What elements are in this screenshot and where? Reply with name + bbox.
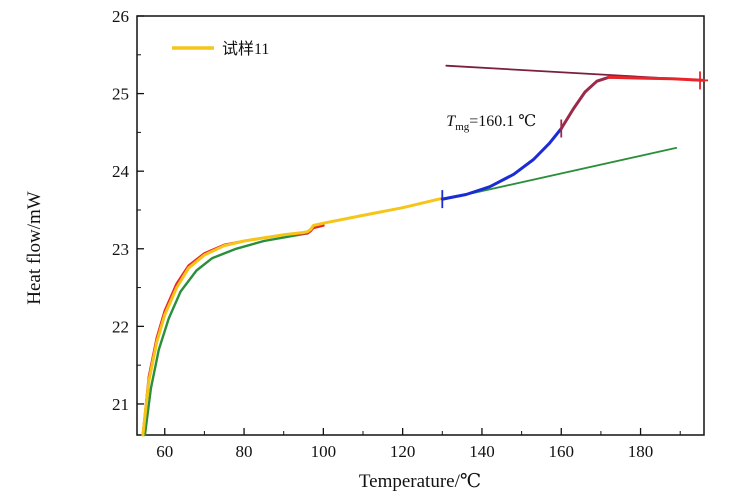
y-tick-label: 25 bbox=[112, 85, 129, 104]
tmg-symbol: T bbox=[446, 113, 456, 130]
upper-transition-curve bbox=[559, 75, 627, 130]
markers bbox=[441, 71, 709, 209]
y-tick-label: 24 bbox=[112, 162, 130, 181]
x-tick-label: 120 bbox=[390, 442, 416, 461]
tmg-subscript: mg bbox=[455, 121, 470, 133]
x-tick-label: 160 bbox=[549, 442, 575, 461]
tmg-value: =160.1 ℃ bbox=[469, 113, 536, 130]
y-axis-title: Heat flow/mW bbox=[24, 191, 45, 305]
x-axis-title: Temperature/℃ bbox=[359, 471, 481, 492]
axis-ticks: 60 80 100 120 140 160 180 21 22 23 24 25 26 bbox=[112, 7, 681, 461]
y-tick-label: 22 bbox=[112, 317, 129, 336]
x-tick-label: 180 bbox=[628, 442, 654, 461]
y-tick-label: 26 bbox=[112, 7, 129, 26]
x-tick-label: 80 bbox=[236, 442, 253, 461]
fitted-curve bbox=[141, 224, 325, 437]
plot-area bbox=[136, 15, 705, 436]
series-line-sample-11 bbox=[141, 196, 444, 437]
y-tick-label: 23 bbox=[112, 240, 129, 259]
x-tick-label: 60 bbox=[156, 442, 173, 461]
plot-frame bbox=[136, 15, 705, 436]
lower-baseline-line bbox=[441, 147, 678, 201]
tmg-label: Tmg=160.1 ℃ bbox=[446, 113, 536, 133]
x-tick-label: 140 bbox=[469, 442, 495, 461]
y-tick-label: 21 bbox=[112, 395, 129, 414]
tmg-annotation: Tmg=160.1 ℃ bbox=[446, 113, 536, 133]
legend-label: 试样11 bbox=[222, 40, 269, 58]
end-segment-curve bbox=[607, 75, 706, 82]
lower-fit-curve bbox=[143, 232, 309, 437]
legend: 试样11 bbox=[172, 40, 269, 58]
x-tick-label: 100 bbox=[311, 442, 337, 461]
curves bbox=[141, 64, 706, 437]
glass-transition-curve bbox=[440, 127, 563, 201]
